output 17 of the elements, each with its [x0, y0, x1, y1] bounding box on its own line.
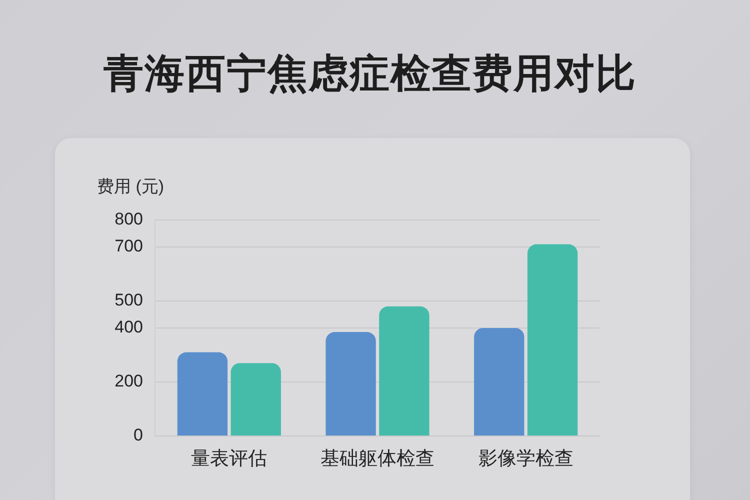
y-tick-label: 500	[114, 290, 143, 310]
bar	[474, 328, 524, 436]
y-tick-label: 0	[134, 426, 143, 445]
bar	[527, 244, 578, 436]
bar	[177, 352, 228, 436]
y-tick-label: 800	[114, 210, 143, 229]
y-tick-label: 200	[114, 372, 143, 391]
bar	[326, 332, 376, 436]
x-tick-label: 基础躯体检查	[320, 448, 434, 470]
y-tick-label: 400	[114, 318, 143, 337]
bar	[379, 306, 430, 436]
bar	[230, 363, 281, 436]
x-tick-label: 量表评估	[191, 448, 268, 470]
chart-title: 青海西宁焦虑症检查费用对比	[102, 51, 638, 98]
y-tick-label: 700	[114, 236, 143, 256]
x-tick-label: 影像学检查	[478, 448, 574, 470]
y-axis-title: 费用 (元)	[97, 176, 164, 198]
